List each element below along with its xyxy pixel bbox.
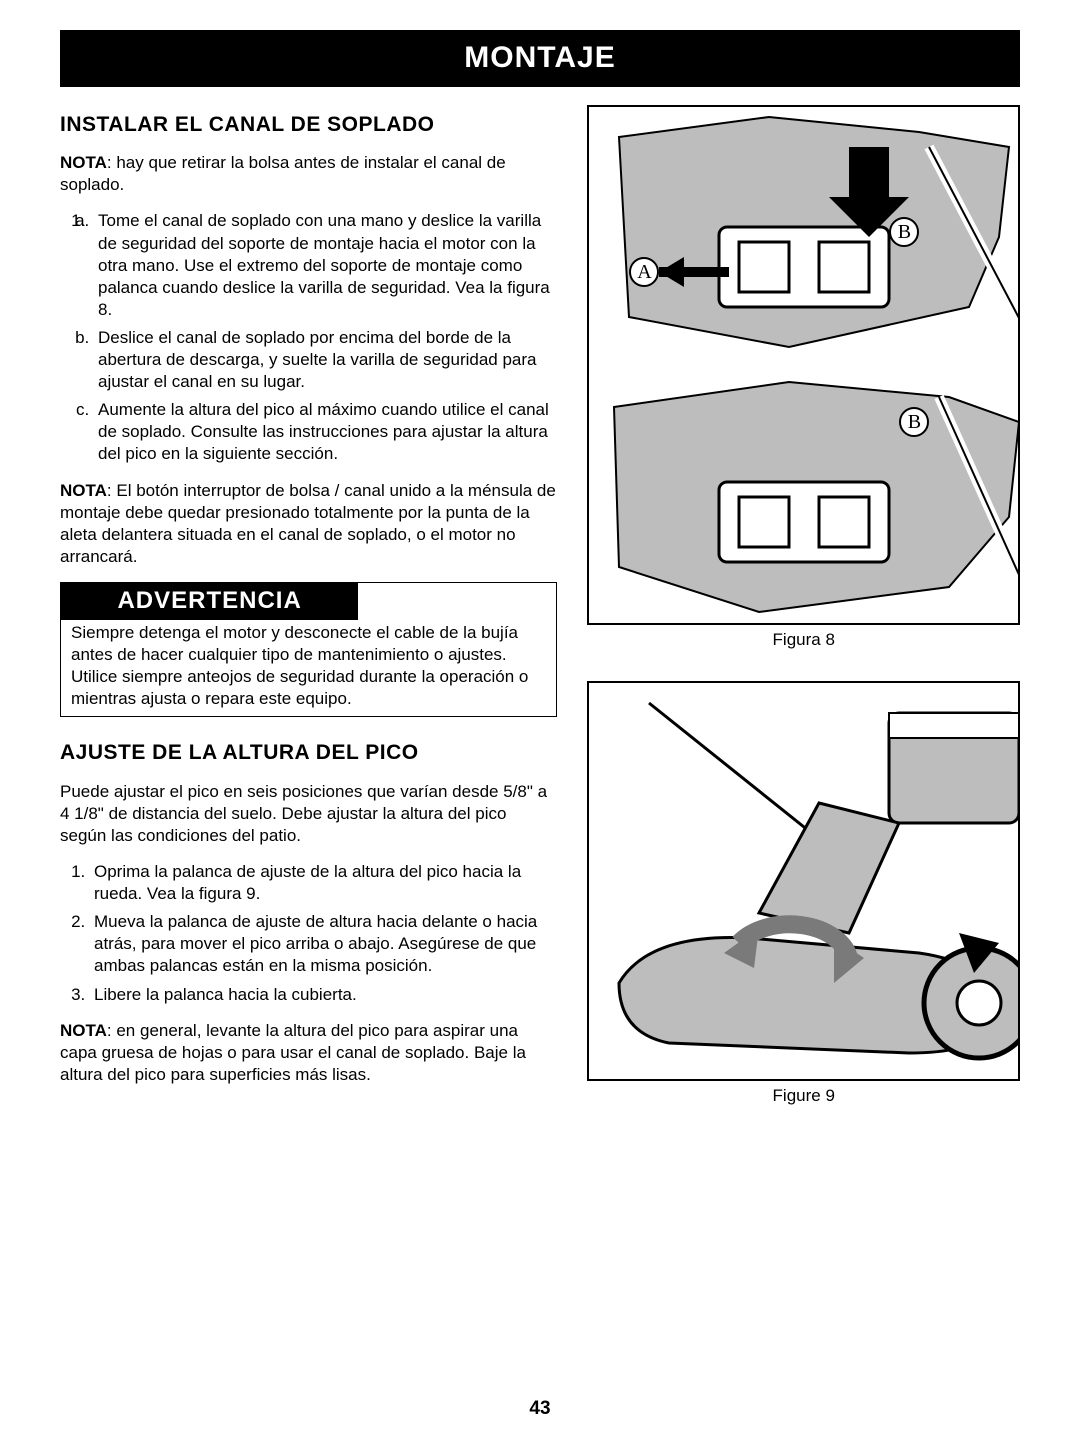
note-text: : El botón interruptor de bolsa / canal … [60,481,556,566]
figure-9 [587,681,1020,1081]
content-columns: INSTALAR EL CANAL DE SOPLADO NOTA: hay q… [60,105,1020,1137]
note-text: : en general, levante la altura del pico… [60,1021,526,1084]
section2-list: Oprima la palanca de ajuste de la altura… [90,861,557,1006]
section2-intro: Puede ajustar el pico en seis posiciones… [60,781,557,847]
section2-step2: Mueva la palanca de ajuste de altura hac… [90,911,557,977]
warning-body: Siempre detenga el motor y desconecte el… [61,620,556,716]
figure-8: A B B [587,105,1020,625]
warning-title: ADVERTENCIA [61,583,358,620]
section1-note2: NOTA: El botón interruptor de bolsa / ca… [60,480,557,568]
section1-heading: INSTALAR EL CANAL DE SOPLADO [60,111,557,138]
note-label: NOTA [60,481,107,500]
section1-sublist: Tome el canal de soplado con una mano y … [94,210,557,465]
figure-8-bottom-art [589,367,1018,625]
section1-step-b: Deslice el canal de soplado por encima d… [94,327,557,393]
section2-heading: AJUSTE DE LA ALTURA DEL PICO [60,739,557,766]
section2-note: NOTA: en general, levante la altura del … [60,1020,557,1086]
section2-step3: Libere la palanca hacia la cubierta. [90,984,557,1006]
figure9-caption: Figure 9 [587,1085,1020,1107]
figure-8-top-art [589,107,1018,367]
page-number: 43 [60,1397,1020,1422]
section1-item1: Tome el canal de soplado con una mano y … [90,210,557,465]
section1-note1: NOTA: hay que retirar la bolsa antes de … [60,152,557,196]
left-column: INSTALAR EL CANAL DE SOPLADO NOTA: hay q… [60,105,557,1137]
section2-step1: Oprima la palanca de ajuste de la altura… [90,861,557,905]
right-column: A B B Figura 8 [587,105,1020,1137]
note-label: NOTA [60,1021,107,1040]
note-text: : hay que retirar la bolsa antes de inst… [60,153,506,194]
note-label: NOTA [60,153,107,172]
figure-9-art [589,683,1018,1081]
warning-box: ADVERTENCIA Siempre detenga el motor y d… [60,582,557,718]
section1-step-a: Tome el canal de soplado con una mano y … [94,210,557,320]
figure8-caption: Figura 8 [587,629,1020,651]
page-banner: MONTAJE [60,30,1020,87]
section1-list: Tome el canal de soplado con una mano y … [90,210,557,465]
section1-step-c: Aumente la altura del pico al máximo cua… [94,399,557,465]
